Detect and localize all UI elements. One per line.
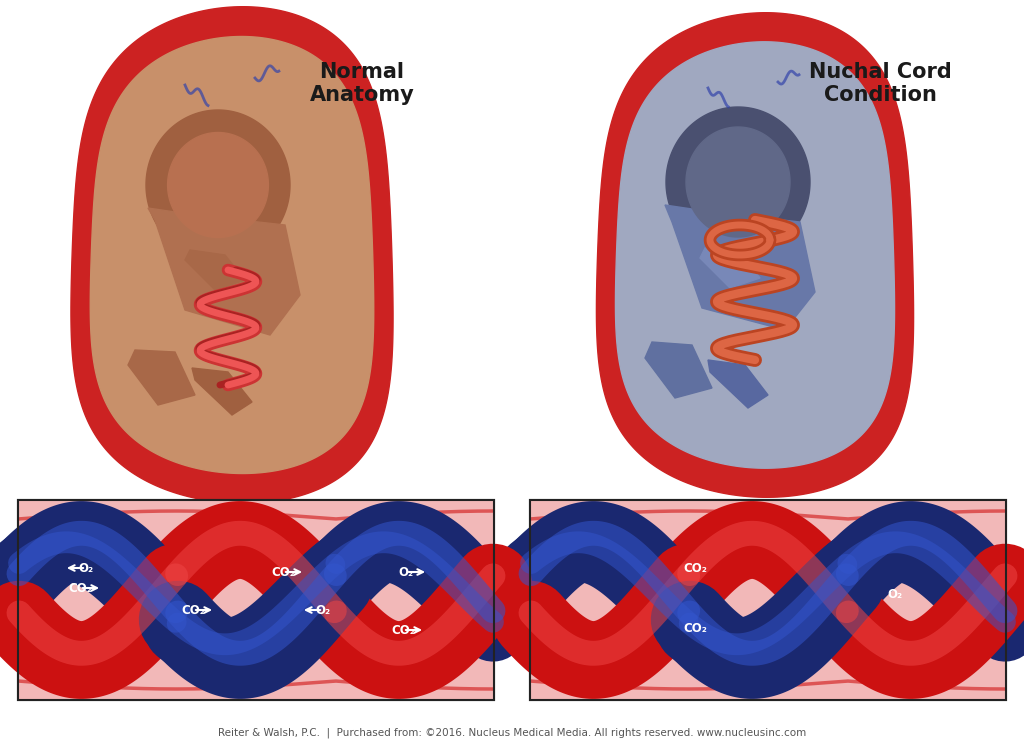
Bar bbox=[530, 500, 1006, 700]
Polygon shape bbox=[71, 7, 393, 503]
Text: CO₂: CO₂ bbox=[683, 562, 707, 574]
Polygon shape bbox=[193, 368, 252, 415]
Text: CO₂: CO₂ bbox=[68, 581, 92, 595]
Polygon shape bbox=[615, 42, 895, 468]
Text: Nuchal Cord
Condition: Nuchal Cord Condition bbox=[809, 62, 951, 105]
Polygon shape bbox=[146, 110, 290, 260]
Bar bbox=[530, 500, 1006, 700]
Text: O₂: O₂ bbox=[79, 562, 93, 574]
Polygon shape bbox=[686, 127, 790, 237]
Polygon shape bbox=[665, 205, 815, 330]
Bar bbox=[18, 500, 494, 700]
Text: O₂: O₂ bbox=[398, 566, 414, 578]
Polygon shape bbox=[596, 13, 913, 497]
Bar bbox=[18, 500, 494, 700]
Polygon shape bbox=[700, 248, 760, 288]
Text: Reiter & Walsh, P.C.  |  Purchased from: ©2016. Nucleus Medical Media. All right: Reiter & Walsh, P.C. | Purchased from: ©… bbox=[218, 728, 806, 738]
Polygon shape bbox=[666, 107, 810, 257]
Polygon shape bbox=[708, 360, 768, 408]
Polygon shape bbox=[645, 342, 712, 398]
Text: CO₂: CO₂ bbox=[181, 604, 205, 616]
Text: Normal
Anatomy: Normal Anatomy bbox=[309, 62, 415, 105]
Text: CO₂: CO₂ bbox=[271, 566, 295, 578]
Polygon shape bbox=[185, 250, 245, 290]
Polygon shape bbox=[148, 208, 300, 335]
Bar bbox=[18, 500, 494, 700]
Polygon shape bbox=[168, 133, 268, 238]
Text: O₂: O₂ bbox=[888, 589, 902, 602]
Bar bbox=[530, 500, 1006, 700]
Polygon shape bbox=[128, 350, 195, 405]
Text: CO₂: CO₂ bbox=[391, 623, 415, 637]
Polygon shape bbox=[90, 37, 374, 473]
Text: CO₂: CO₂ bbox=[683, 622, 707, 634]
Text: O₂: O₂ bbox=[315, 604, 331, 616]
